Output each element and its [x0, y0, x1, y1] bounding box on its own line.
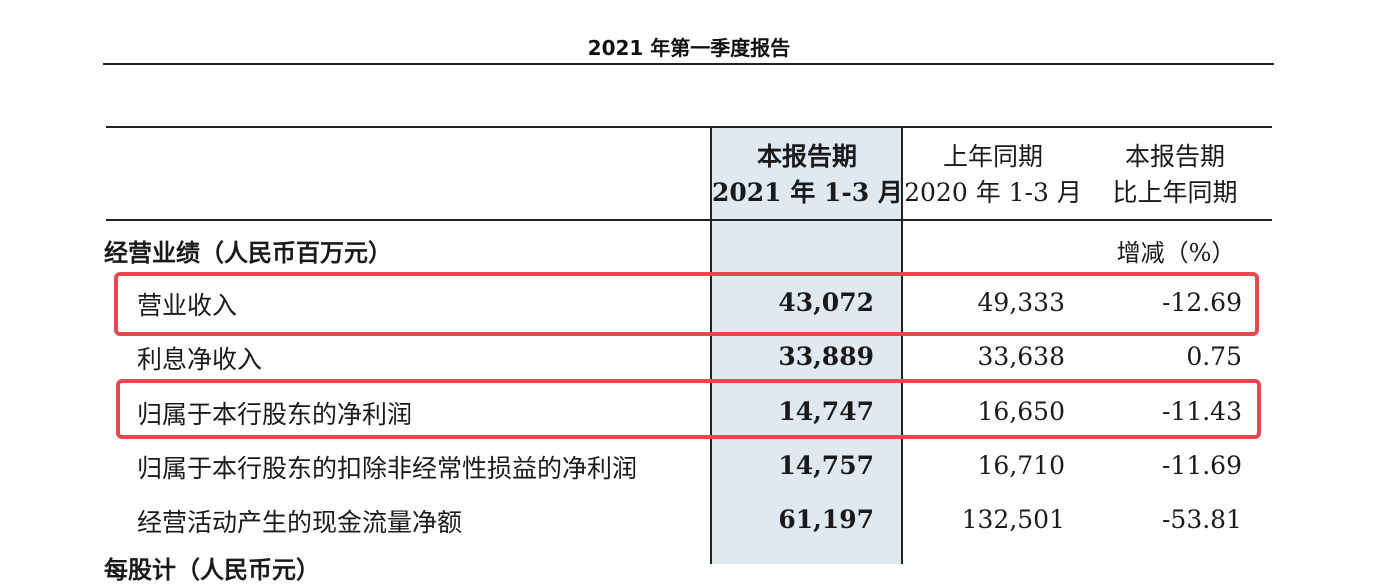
row-change-value: -12.69 — [1161, 288, 1242, 317]
current-period-column-shade — [712, 128, 902, 564]
table-top-rule — [106, 126, 1272, 128]
change-unit-label: 增减（%） — [1116, 239, 1236, 267]
row-prior-value: 132,501 — [961, 505, 1065, 534]
column-divider-left — [710, 127, 712, 564]
row-change-value: 0.75 — [1186, 342, 1242, 371]
row-label: 归属于本行股东的扣除非经常性损益的净利润 — [137, 454, 638, 483]
row-prior-value: 16,710 — [977, 451, 1065, 480]
row-current-value: 14,757 — [778, 451, 874, 480]
row-current-value: 33,889 — [778, 342, 874, 371]
col-header-change-line2: 比上年同期 — [1112, 178, 1238, 207]
annotation-box-net-profit — [116, 379, 1261, 439]
col-header-prior-line1: 上年同期 — [942, 142, 1043, 171]
section-title: 经营业绩（人民币百万元） — [104, 239, 392, 267]
col-header-current-line2: 2021 年 1-3 月 — [712, 178, 903, 207]
row-current-value: 61,197 — [778, 505, 874, 534]
col-header-prior: 上年同期 2020 年 1-3 月 — [903, 139, 1083, 211]
page-title: 2021 年第一季度报告 — [587, 36, 791, 60]
row-change-value: -11.43 — [1161, 397, 1242, 426]
col-header-current-line1: 本报告期 — [756, 142, 857, 171]
row-label: 利息净收入 — [137, 345, 263, 374]
row-label: 营业收入 — [137, 291, 238, 320]
col-header-current: 本报告期 2021 年 1-3 月 — [712, 139, 903, 211]
col-header-prior-line2: 2020 年 1-3 月 — [904, 178, 1082, 207]
row-change-value: -53.81 — [1161, 505, 1242, 534]
row-prior-value: 16,650 — [977, 397, 1065, 426]
row-prior-value: 33,638 — [977, 342, 1065, 371]
col-header-change-line1: 本报告期 — [1124, 142, 1225, 171]
row-current-value: 43,072 — [778, 288, 874, 317]
table-header-rule — [106, 219, 1272, 221]
col-header-change: 本报告期 比上年同期 — [1090, 139, 1260, 211]
row-label: 归属于本行股东的净利润 — [137, 400, 413, 429]
next-section-title: 每股计（人民币元） — [104, 556, 320, 584]
row-current-value: 14,747 — [778, 397, 874, 426]
title-underline — [103, 63, 1274, 65]
row-prior-value: 49,333 — [977, 288, 1065, 317]
row-change-value: -11.69 — [1161, 451, 1242, 480]
annotation-box-revenue — [114, 272, 1259, 336]
row-label: 经营活动产生的现金流量净额 — [137, 508, 463, 537]
column-divider-right — [901, 127, 903, 564]
